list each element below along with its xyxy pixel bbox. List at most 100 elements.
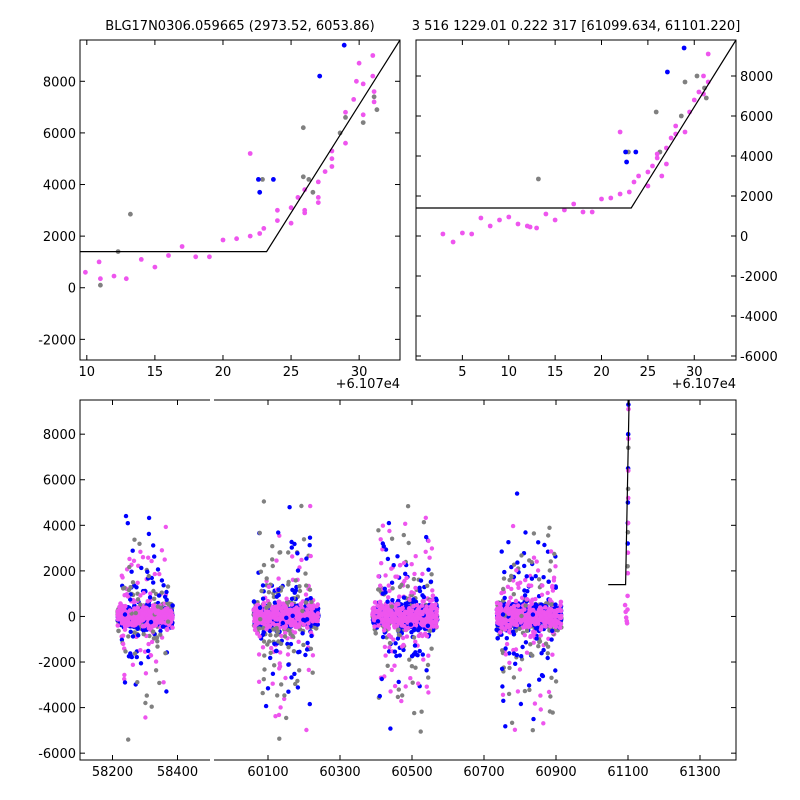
bottom-point-blue [531,716,536,722]
top-left-point-magenta [83,269,88,275]
top-left-xtick-label: 10 [79,365,96,380]
bottom-point-gray [158,632,163,637]
bottom-point-gray [155,644,160,649]
bottom-point-blue [417,585,422,590]
bottom-xtick-label: 58400 [157,765,198,780]
top-left-point-magenta [193,254,199,260]
top-left-xtick-label: 15 [147,365,164,380]
bottom-point-magenta [308,630,314,635]
bottom-point-magenta [504,605,510,610]
top-left-point-magenta [152,264,158,270]
bottom-point-magenta [161,680,166,685]
bottom-point-magenta [500,692,506,697]
bottom-point-gray [279,682,284,687]
bottom-point-magenta [389,566,394,571]
bottom-point-magenta [148,653,154,658]
bottom-point-magenta [531,555,537,560]
bottom-point-gray [257,530,262,536]
bottom-point-magenta [550,588,556,593]
bottom-point-magenta [164,626,170,632]
bottom-point-magenta [544,615,549,621]
bottom-point-blue [276,593,281,598]
bottom-point-magenta [506,599,512,605]
bottom-point-magenta [301,622,306,627]
top-left-point-blue [257,189,263,195]
bottom-point-magenta [428,598,433,604]
top-left-point-magenta [123,276,129,282]
bottom-point-blue [152,554,157,559]
bottom-point-blue [286,662,291,667]
bottom-point-magenta [401,560,407,566]
bottom-point-blue [160,624,166,629]
bottom-point-magenta [138,648,143,653]
bottom-point-magenta [135,580,140,585]
bottom-point-blue [507,651,512,656]
bottom-point-blue [251,599,257,604]
top-right-xtick-label: 30 [686,365,703,380]
bottom-point-magenta [383,653,388,658]
bottom-point-blue [386,649,392,654]
bottom-point-blue [148,619,154,625]
bottom-point-blue [396,679,401,685]
bottom-point-magenta [298,601,304,607]
bottom-point-blue [257,605,263,610]
top-left-point-blue [341,42,347,48]
bottom-point-gray [549,675,554,680]
bottom-point-magenta [282,696,287,702]
bottom-point-gray [400,693,405,698]
bottom-point-gray [304,583,309,588]
bottom-point-magenta [397,612,403,617]
top-left-point-blue [317,73,323,79]
bottom-point-blue [270,671,276,676]
bottom-point-blue [284,615,289,620]
top-right-point-magenta [562,207,567,213]
bottom-point-blue [383,547,389,552]
bottom-point-blue [295,568,301,573]
bottom-point-gray [271,627,276,632]
bottom-point-blue [395,554,400,559]
top-right-offset-label: +6.107e4 [672,377,736,392]
bottom-point-magenta [504,641,510,647]
bottom-point-gray [396,632,402,637]
top-left-point-magenta [111,273,117,279]
top-right-ytick-label: -4000 [740,310,778,325]
bottom-point-magenta [409,590,414,595]
bottom-point-magenta [514,611,519,616]
bottom-point-blue [122,680,128,685]
bottom-point-magenta [278,705,283,710]
bottom-point-magenta [393,624,398,629]
bottom-point-gray [406,540,411,546]
bottom-point-magenta [149,558,154,564]
bottom-point-magenta [127,556,132,562]
bottom-point-magenta [494,611,500,616]
top-left-point-blue [256,177,261,182]
bottom-point-blue [140,627,146,632]
bottom-point-magenta [547,597,553,602]
bottom-point-magenta [498,630,503,635]
bottom-xtick-label: 58200 [92,765,133,780]
bottom-point-magenta [548,549,554,554]
bottom-point-blue [300,631,305,636]
bottom-point-gray [507,665,512,671]
bottom-point-blue [529,576,535,581]
bottom-point-magenta [538,614,544,620]
bottom-point-blue [415,628,421,633]
bottom-point-gray [293,681,298,687]
bottom-point-blue [385,556,391,562]
top-right-point-magenta [527,224,533,230]
top-right-xtick-label: 25 [640,365,657,380]
bottom-point-gray [301,537,307,542]
bottom-point-magenta [170,625,175,630]
bottom-point-blue [130,634,136,639]
bottom-point-magenta [523,614,529,620]
top-left-point-magenta [370,53,376,58]
top-left-axes-frame [79,39,401,361]
bottom-point-magenta [554,607,560,613]
bottom-point-blue [380,591,386,596]
top-left-ytick-label: 4000 [43,179,76,194]
top-right-ytick-label: 4000 [740,150,773,165]
bottom-point-magenta [427,555,432,560]
bottom-point-magenta [551,575,557,580]
bottom-point-blue [394,653,399,659]
bottom-point-magenta [429,546,435,551]
